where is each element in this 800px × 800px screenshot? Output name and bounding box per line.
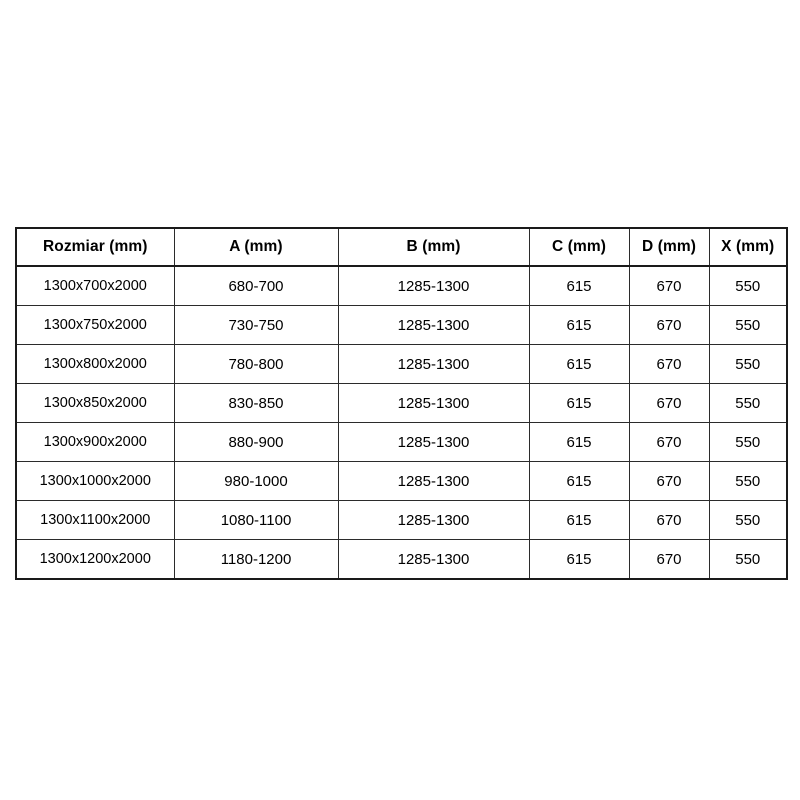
- cell-x: 550: [708, 305, 788, 345]
- table-row: 1300x750x2000 730-750 1285-1300 615 670 …: [15, 305, 788, 345]
- cell-size: 1300x1200x2000: [15, 539, 175, 580]
- cell-b: 1285-1300: [337, 500, 530, 540]
- cell-d: 670: [628, 305, 710, 345]
- cell-b: 1285-1300: [337, 265, 530, 306]
- cell-a: 680-700: [173, 265, 339, 306]
- column-header-b: B (mm): [337, 227, 530, 267]
- cell-a: 980-1000: [173, 461, 339, 501]
- cell-c: 615: [528, 422, 630, 462]
- cell-c: 615: [528, 305, 630, 345]
- table-row: 1300x800x2000 780-800 1285-1300 615 670 …: [15, 344, 788, 384]
- column-header-x: X (mm): [708, 227, 788, 267]
- cell-c: 615: [528, 265, 630, 306]
- column-header-a: A (mm): [173, 227, 339, 267]
- cell-size: 1300x750x2000: [15, 305, 175, 345]
- table-row: 1300x1000x2000 980-1000 1285-1300 615 67…: [15, 461, 788, 501]
- cell-b: 1285-1300: [337, 539, 530, 580]
- cell-x: 550: [708, 344, 788, 384]
- table-body: 1300x700x2000 680-700 1285-1300 615 670 …: [15, 265, 788, 580]
- cell-c: 615: [528, 539, 630, 580]
- cell-d: 670: [628, 344, 710, 384]
- cell-d: 670: [628, 265, 710, 306]
- table-row: 1300x700x2000 680-700 1285-1300 615 670 …: [15, 265, 788, 306]
- cell-size: 1300x900x2000: [15, 422, 175, 462]
- column-header-d: D (mm): [628, 227, 710, 267]
- cell-b: 1285-1300: [337, 461, 530, 501]
- cell-a: 780-800: [173, 344, 339, 384]
- cell-a: 1180-1200: [173, 539, 339, 580]
- cell-b: 1285-1300: [337, 383, 530, 423]
- cell-d: 670: [628, 500, 710, 540]
- table-row: 1300x1100x2000 1080-1100 1285-1300 615 6…: [15, 500, 788, 540]
- cell-a: 730-750: [173, 305, 339, 345]
- cell-x: 550: [708, 265, 788, 306]
- cell-x: 550: [708, 539, 788, 580]
- table-row: 1300x1200x2000 1180-1200 1285-1300 615 6…: [15, 539, 788, 580]
- cell-size: 1300x800x2000: [15, 344, 175, 384]
- cell-size: 1300x700x2000: [15, 265, 175, 306]
- cell-c: 615: [528, 500, 630, 540]
- cell-d: 670: [628, 422, 710, 462]
- cell-b: 1285-1300: [337, 344, 530, 384]
- column-header-size: Rozmiar (mm): [15, 227, 175, 267]
- cell-a: 1080-1100: [173, 500, 339, 540]
- cell-c: 615: [528, 344, 630, 384]
- cell-size: 1300x1000x2000: [15, 461, 175, 501]
- cell-d: 670: [628, 461, 710, 501]
- cell-d: 670: [628, 383, 710, 423]
- cell-d: 670: [628, 539, 710, 580]
- shower-enclosure-dimensions-table: Rozmiar (mm) A (mm) B (mm) C (mm) D (mm)…: [15, 227, 788, 580]
- cell-size: 1300x1100x2000: [15, 500, 175, 540]
- cell-b: 1285-1300: [337, 422, 530, 462]
- table-header: Rozmiar (mm) A (mm) B (mm) C (mm) D (mm)…: [15, 227, 788, 267]
- cell-c: 615: [528, 461, 630, 501]
- cell-x: 550: [708, 461, 788, 501]
- cell-size: 1300x850x2000: [15, 383, 175, 423]
- table-header-row: Rozmiar (mm) A (mm) B (mm) C (mm) D (mm)…: [15, 227, 788, 267]
- cell-x: 550: [708, 500, 788, 540]
- column-header-c: C (mm): [528, 227, 630, 267]
- cell-x: 550: [708, 383, 788, 423]
- cell-a: 880-900: [173, 422, 339, 462]
- cell-a: 830-850: [173, 383, 339, 423]
- cell-x: 550: [708, 422, 788, 462]
- table-row: 1300x900x2000 880-900 1285-1300 615 670 …: [15, 422, 788, 462]
- cell-c: 615: [528, 383, 630, 423]
- table-row: 1300x850x2000 830-850 1285-1300 615 670 …: [15, 383, 788, 423]
- cell-b: 1285-1300: [337, 305, 530, 345]
